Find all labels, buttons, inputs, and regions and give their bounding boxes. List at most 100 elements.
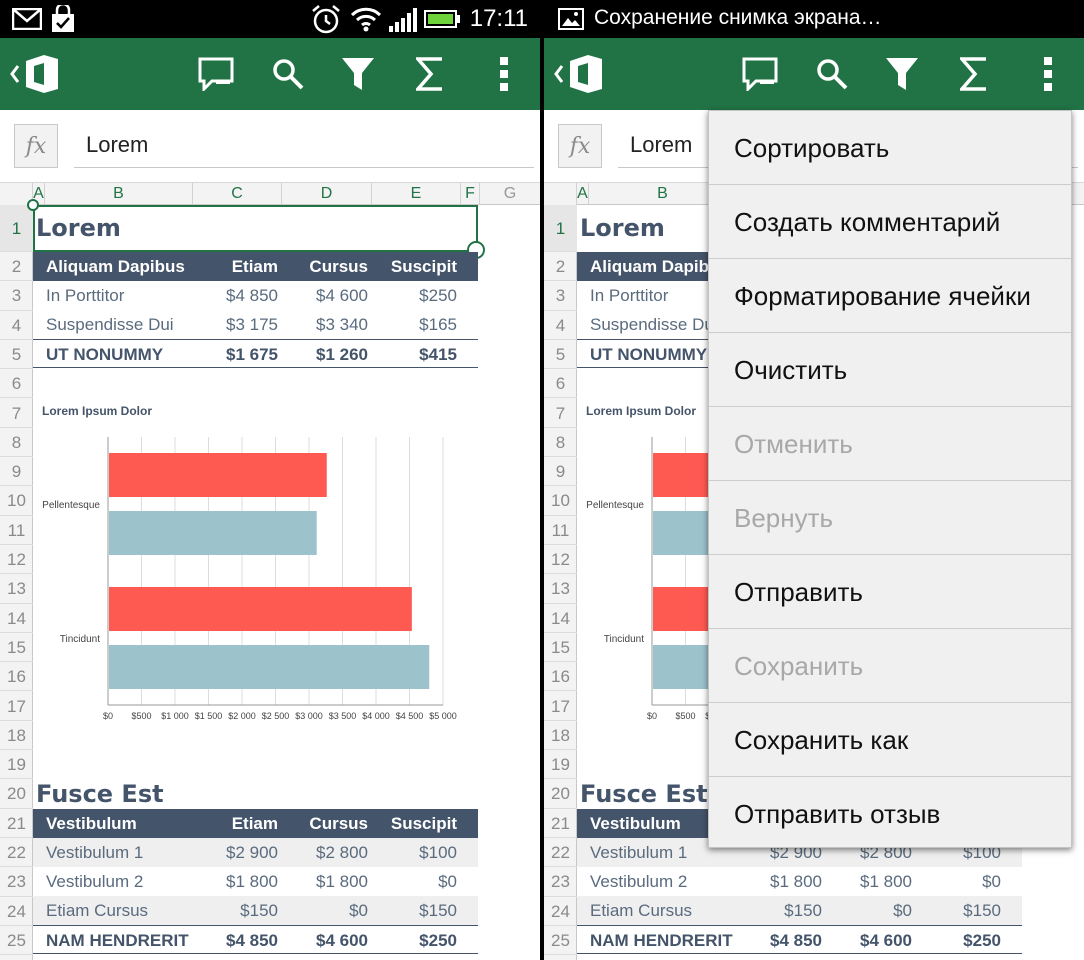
menu-item-format-cell[interactable]: Форматирование ячейки bbox=[709, 259, 1071, 333]
column-b[interactable]: B bbox=[45, 183, 193, 205]
bar[interactable] bbox=[109, 511, 317, 555]
column-a[interactable]: A bbox=[33, 183, 45, 205]
select-all-corner[interactable] bbox=[0, 183, 33, 205]
column-g[interactable]: G bbox=[480, 183, 540, 205]
row-21[interactable]: 21 bbox=[0, 809, 33, 838]
row-6[interactable]: 6 bbox=[0, 369, 33, 399]
row-18[interactable]: 18 bbox=[0, 721, 33, 751]
bar[interactable] bbox=[109, 453, 327, 497]
row-9[interactable]: 9 bbox=[0, 457, 33, 487]
menu-item-add-comment[interactable]: Создать комментарий bbox=[709, 185, 1071, 259]
row-5[interactable]: 5 bbox=[544, 340, 577, 370]
row-22[interactable]: 22 bbox=[0, 838, 33, 868]
row-11[interactable]: 11 bbox=[0, 516, 33, 545]
menu-item-clear[interactable]: Очистить bbox=[709, 333, 1071, 407]
row-10[interactable]: 10 bbox=[0, 486, 33, 516]
column-e[interactable]: E bbox=[372, 183, 461, 205]
row-4[interactable]: 4 bbox=[544, 311, 577, 340]
row-7[interactable]: 7 bbox=[544, 399, 577, 428]
row-3[interactable]: 3 bbox=[544, 281, 577, 311]
table-row[interactable]: Etiam Cursus $150 $0 $150 bbox=[577, 896, 1022, 925]
menu-item-sort[interactable]: Сортировать bbox=[709, 111, 1071, 185]
bar[interactable] bbox=[109, 645, 430, 689]
column-d[interactable]: D bbox=[282, 183, 372, 205]
row-14[interactable]: 14 bbox=[544, 604, 577, 633]
comment-button[interactable] bbox=[184, 38, 248, 110]
function-button[interactable]: fx bbox=[558, 124, 602, 168]
row-16[interactable]: 16 bbox=[544, 662, 577, 692]
search-button[interactable] bbox=[800, 38, 864, 110]
filter-button[interactable] bbox=[326, 38, 390, 110]
sheet-grid[interactable]: Lorem Aliquam Dapibus Etiam Cursus Susci… bbox=[27, 199, 540, 960]
comment-button[interactable] bbox=[728, 38, 792, 110]
row-19[interactable]: 19 bbox=[0, 750, 33, 780]
table-total-row[interactable]: UT NONUMMY $1 675 $1 260 $415 bbox=[33, 339, 478, 368]
row-8[interactable]: 8 bbox=[0, 428, 33, 458]
row-17[interactable]: 17 bbox=[544, 692, 577, 721]
table-row[interactable]: Suspendisse Dui $3 175 $3 340 $165 bbox=[33, 310, 478, 339]
table-row[interactable]: Vestibulum 2 $1 800 $1 800 $0 bbox=[577, 867, 1022, 896]
row-23[interactable]: 23 bbox=[544, 867, 577, 897]
row-5[interactable]: 5 bbox=[0, 340, 33, 370]
function-button[interactable]: fx bbox=[14, 124, 58, 168]
row-19[interactable]: 19 bbox=[544, 750, 577, 780]
search-button[interactable] bbox=[256, 38, 320, 110]
formula-input[interactable]: Lorem bbox=[74, 124, 534, 168]
column-c[interactable]: C bbox=[193, 183, 282, 205]
sum-button[interactable] bbox=[398, 38, 462, 110]
row-9[interactable]: 9 bbox=[544, 457, 577, 487]
menu-item-send-feedback[interactable]: Отправить отзыв bbox=[734, 799, 941, 829]
selection-handle-top[interactable] bbox=[27, 199, 39, 211]
bar[interactable] bbox=[109, 587, 412, 631]
table-row[interactable]: Etiam Cursus $150 $0 $150 bbox=[33, 896, 478, 925]
bar-chart[interactable]: Lorem Ipsum Dolor $0 $500 $1 000 $1 500 $2 00… bbox=[33, 395, 478, 725]
row-15[interactable]: 15 bbox=[0, 633, 33, 663]
sum-button[interactable] bbox=[942, 38, 1006, 110]
row-6[interactable]: 6 bbox=[544, 369, 577, 399]
more-button[interactable] bbox=[1016, 38, 1080, 110]
row-17[interactable]: 17 bbox=[0, 692, 33, 721]
table-row[interactable]: In Porttitor bbox=[577, 281, 1022, 310]
back-button[interactable] bbox=[4, 38, 68, 110]
menu-item-save-as[interactable]: Сохранить как bbox=[709, 703, 1071, 777]
row-25[interactable]: 25 bbox=[544, 926, 577, 956]
row-18[interactable]: 18 bbox=[544, 721, 577, 751]
row-24[interactable]: 24 bbox=[544, 897, 577, 926]
table-total-row[interactable]: NAM HENDRERIT $4 850 $4 600 $250 bbox=[577, 925, 1022, 954]
table-row[interactable]: Vestibulum 1 $2 900 $2 800 $100 bbox=[33, 838, 478, 867]
row-21[interactable]: 21 bbox=[544, 809, 577, 838]
row-3[interactable]: 3 bbox=[0, 281, 33, 311]
row-11[interactable]: 11 bbox=[544, 516, 577, 545]
row-13[interactable]: 13 bbox=[0, 574, 33, 604]
row-1[interactable]: 1 bbox=[0, 205, 33, 252]
row-2[interactable]: 2 bbox=[544, 252, 577, 282]
row-2[interactable]: 2 bbox=[0, 252, 33, 282]
row-20[interactable]: 20 bbox=[0, 779, 33, 809]
selected-cell[interactable] bbox=[33, 205, 478, 252]
row-1[interactable]: 1 bbox=[544, 205, 577, 252]
row-13[interactable]: 13 bbox=[544, 574, 577, 604]
table-row[interactable]: Vestibulum 2 $1 800 $1 800 $0 bbox=[33, 867, 478, 896]
row-22[interactable]: 22 bbox=[544, 838, 577, 868]
row-20[interactable]: 20 bbox=[544, 779, 577, 809]
row-12[interactable]: 12 bbox=[544, 545, 577, 575]
row-7[interactable]: 7 bbox=[0, 399, 33, 428]
table-row[interactable]: In Porttitor $4 850 $4 600 $250 bbox=[33, 281, 478, 310]
more-button[interactable] bbox=[472, 38, 536, 110]
row-10[interactable]: 10 bbox=[544, 486, 577, 516]
row-23[interactable]: 23 bbox=[0, 867, 33, 897]
column-a[interactable]: A bbox=[577, 183, 589, 205]
row-4[interactable]: 4 bbox=[0, 311, 33, 340]
row-15[interactable]: 15 bbox=[544, 633, 577, 663]
table-total-row[interactable]: NAM HENDRERIT $4 850 $4 600 $250 bbox=[33, 925, 478, 954]
column-f[interactable]: F bbox=[461, 183, 480, 205]
row-16[interactable]: 16 bbox=[0, 662, 33, 692]
row-12[interactable]: 12 bbox=[0, 545, 33, 575]
table-row[interactable]: Suspendisse Dui bbox=[577, 310, 1022, 339]
select-all-corner[interactable] bbox=[544, 183, 577, 205]
row-25[interactable]: 25 bbox=[0, 926, 33, 956]
row-8[interactable]: 8 bbox=[544, 428, 577, 458]
back-button[interactable] bbox=[548, 38, 612, 110]
filter-button[interactable] bbox=[870, 38, 934, 110]
menu-item-send[interactable]: Отправить bbox=[709, 555, 1071, 629]
